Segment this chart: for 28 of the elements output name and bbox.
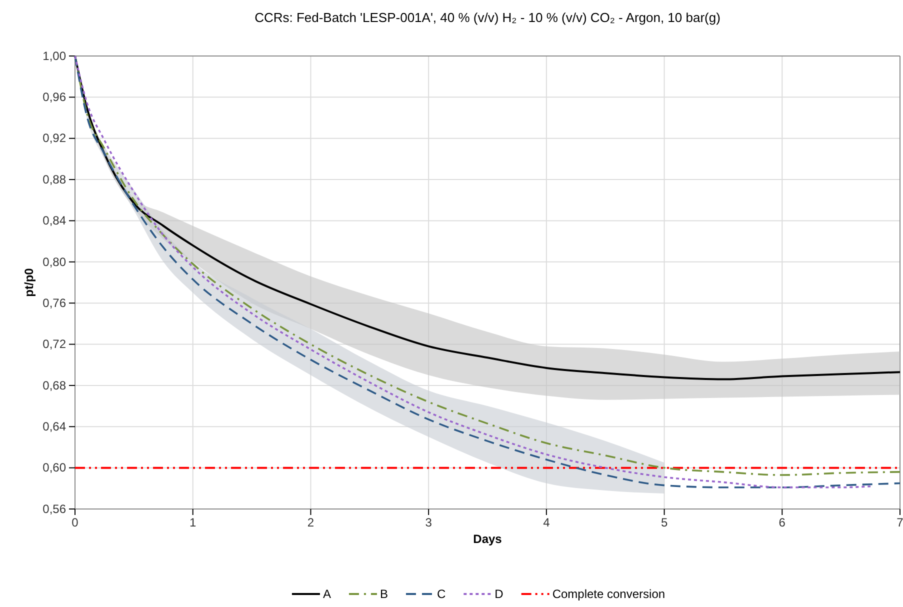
legend-label: A: [322, 587, 331, 601]
chart-title: CCRs: Fed-Batch 'LESP-001A', 40 % (v/v) H₂ - 10 % (v/v) CO₂ - Argon, 10 bar(g): [254, 10, 720, 25]
x-tick-label: 6: [778, 516, 786, 530]
y-tick-label: 0,56: [42, 502, 66, 516]
legend-label: B: [380, 587, 388, 601]
x-tick-label: 2: [307, 516, 314, 530]
y-tick-label: 0,88: [42, 172, 66, 186]
y-tick-label: 0,84: [42, 214, 66, 228]
legend-label: Complete conversion: [552, 587, 666, 601]
x-tick-label: 4: [543, 516, 550, 530]
legend-label: D: [494, 587, 504, 601]
x-tick-label: 0: [72, 516, 79, 530]
y-tick-label: 0,64: [42, 419, 66, 434]
x-tick-label: 7: [896, 516, 903, 530]
legend-label: C: [436, 587, 446, 601]
y-tick-label: 0,60: [42, 460, 66, 475]
x-axis-title: Days: [473, 532, 502, 546]
x-tick-label: 5: [660, 516, 668, 530]
x-tick-label: 1: [190, 516, 197, 530]
y-axis-title: pt/p0: [22, 268, 36, 297]
x-tick-label: 3: [425, 516, 432, 530]
y-tick-label: 0,92: [42, 131, 66, 146]
y-tick-label: 0,96: [42, 90, 66, 104]
y-tick-label: 0,76: [42, 296, 66, 310]
y-tick-label: 0,68: [42, 378, 66, 392]
y-tick-label: 1,00: [42, 48, 66, 63]
y-tick-label: 0,80: [42, 254, 66, 269]
y-tick-label: 0,72: [42, 337, 66, 352]
